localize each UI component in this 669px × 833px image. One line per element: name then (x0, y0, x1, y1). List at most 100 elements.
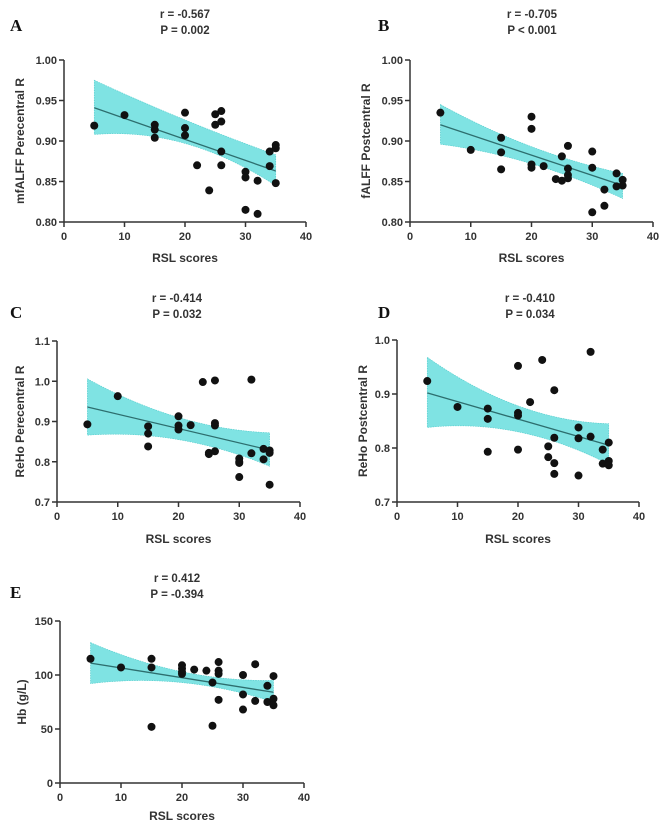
x-axis-label: RSL scores (485, 532, 551, 546)
data-point (550, 459, 559, 468)
data-point (271, 179, 280, 188)
y-tick-label: 0.90 (36, 136, 57, 148)
data-point (210, 447, 219, 456)
y-axis-label: ReHo Perecentral R (13, 365, 27, 477)
data-point (618, 181, 627, 190)
y-tick-label: 0.95 (36, 96, 57, 108)
data-point (208, 678, 217, 687)
y-tick-label: 1.0 (375, 335, 390, 347)
y-axis-label: ReHo Postcentral R (356, 365, 370, 477)
data-point (574, 423, 583, 432)
panel-label: B (378, 16, 389, 35)
correlation-r: r = 0.412 (154, 573, 200, 585)
data-point (598, 445, 607, 454)
data-point (598, 459, 607, 468)
x-tick-label: 10 (112, 511, 124, 523)
data-point (113, 392, 122, 401)
y-tick-label: 0.95 (382, 96, 403, 108)
y-tick-label: 0.8 (375, 443, 390, 455)
x-tick-label: 40 (298, 792, 310, 804)
data-point (150, 133, 159, 142)
x-tick-label: 20 (179, 231, 191, 243)
data-point (193, 161, 202, 170)
data-point (550, 386, 559, 395)
data-point (90, 121, 99, 130)
data-point (205, 186, 214, 195)
data-point (204, 450, 213, 459)
panel-label: E (10, 583, 21, 602)
y-axis-label: fALFF Postcentral R (359, 83, 373, 199)
data-point (466, 145, 475, 154)
p-value: P < 0.001 (507, 25, 557, 37)
data-point (497, 148, 506, 157)
y-tick-label: 0.7 (375, 497, 390, 509)
data-point (208, 721, 217, 730)
data-point (83, 420, 92, 429)
x-tick-label: 0 (54, 511, 60, 523)
data-point (265, 480, 274, 489)
x-tick-label: 30 (237, 792, 249, 804)
data-point (259, 444, 268, 453)
y-tick-label: 0.85 (382, 177, 403, 189)
data-point (618, 175, 627, 184)
data-point (181, 124, 189, 133)
regression-line (440, 124, 623, 187)
data-point (265, 162, 274, 171)
data-point (178, 669, 186, 678)
data-point (247, 449, 256, 458)
data-point (483, 404, 492, 413)
y-tick-label: 1.00 (382, 55, 403, 67)
data-point (147, 663, 156, 672)
data-point (241, 205, 250, 214)
data-point (235, 458, 244, 467)
data-point (86, 654, 95, 663)
data-point (265, 147, 274, 156)
data-point (600, 201, 609, 210)
data-point (239, 705, 247, 714)
data-point (217, 161, 226, 170)
panel-c: 0 10 20 30 40 0.7 0.8 0.9 1.0 1.1 RSL scores ReHo P… (10, 293, 306, 546)
y-tick-label: 1.1 (35, 336, 50, 348)
x-tick-label: 10 (451, 511, 463, 523)
data-point (214, 658, 223, 667)
data-point (214, 695, 223, 704)
x-tick-label: 0 (394, 511, 400, 523)
data-point (544, 442, 553, 451)
x-tick-label: 40 (300, 231, 312, 243)
x-tick-label: 20 (176, 792, 188, 804)
p-value: P = -0.394 (150, 589, 204, 601)
data-point (259, 455, 268, 464)
x-tick-label: 20 (512, 511, 524, 523)
p-value: P = 0.002 (160, 25, 209, 37)
data-point (527, 163, 536, 172)
data-point (210, 376, 219, 385)
data-point (217, 147, 226, 156)
y-tick-label: 1.00 (36, 55, 57, 67)
data-point (217, 107, 226, 116)
x-tick-label: 30 (572, 511, 584, 523)
data-point (120, 111, 129, 120)
data-point (550, 469, 559, 478)
correlation-r: r = -0.414 (152, 293, 203, 305)
data-point (574, 471, 583, 480)
data-point (147, 654, 156, 663)
data-point (514, 411, 522, 420)
panel-label: C (10, 303, 22, 322)
panel-d: 0 10 20 30 40 0.7 0.8 0.9 1.0 RSL scores ReHo Post… (356, 293, 645, 546)
data-point (202, 666, 211, 675)
data-point (557, 152, 566, 161)
data-point (241, 167, 250, 176)
y-tick-label: 0.9 (35, 417, 50, 429)
data-point (600, 185, 609, 194)
data-point (563, 164, 572, 173)
data-point (453, 402, 462, 411)
x-tick-label: 0 (61, 231, 67, 243)
data-point (263, 698, 272, 706)
y-tick-label: 0.9 (375, 389, 390, 401)
correlation-r: r = -0.705 (507, 9, 558, 21)
x-axis-label: RSL scores (146, 532, 212, 546)
data-point (612, 169, 621, 178)
data-point (263, 681, 272, 690)
y-tick-label: 0.8 (35, 457, 50, 469)
